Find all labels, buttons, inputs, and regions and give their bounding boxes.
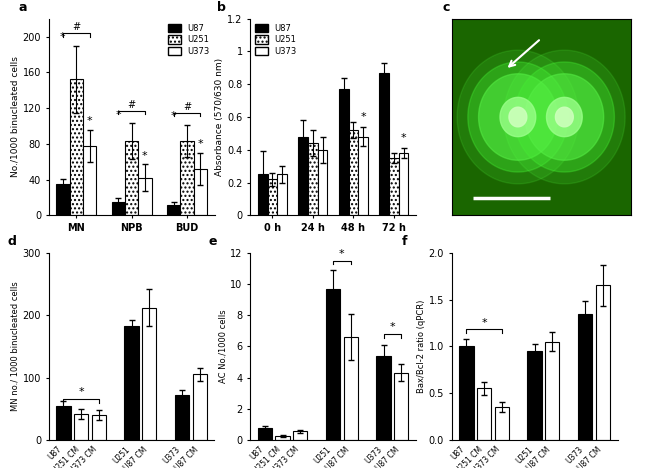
Bar <box>258 174 268 215</box>
Bar <box>358 137 368 215</box>
Bar <box>495 407 509 440</box>
Text: #: # <box>127 100 136 110</box>
Text: c: c <box>443 1 450 14</box>
Bar <box>192 374 207 440</box>
Text: b: b <box>217 1 226 14</box>
Polygon shape <box>547 97 582 137</box>
Bar <box>268 179 278 215</box>
Legend: U87, U251, U373: U87, U251, U373 <box>164 21 213 59</box>
Y-axis label: AC No./1000 cells: AC No./1000 cells <box>218 309 227 383</box>
Bar <box>398 153 408 215</box>
Bar <box>477 388 491 440</box>
Text: *: * <box>401 133 406 143</box>
Bar <box>124 326 139 440</box>
Bar <box>276 436 290 440</box>
Text: *: * <box>360 112 366 122</box>
Polygon shape <box>509 107 527 127</box>
Bar <box>527 351 542 440</box>
Text: f: f <box>402 235 408 248</box>
Y-axis label: MN no./ 1000 binucleated cells: MN no./ 1000 binucleated cells <box>11 281 20 411</box>
Polygon shape <box>500 97 536 137</box>
Text: #: # <box>183 102 191 112</box>
Bar <box>389 158 398 215</box>
Polygon shape <box>468 62 568 172</box>
Text: e: e <box>209 235 217 248</box>
Bar <box>138 178 151 215</box>
Bar <box>578 314 592 440</box>
Bar <box>92 415 106 440</box>
Text: *: * <box>116 110 121 120</box>
Bar <box>83 146 96 215</box>
Bar <box>74 414 88 440</box>
Bar <box>57 184 70 215</box>
Text: #: # <box>72 22 81 32</box>
Polygon shape <box>525 74 604 160</box>
Text: d: d <box>7 235 16 248</box>
Text: *: * <box>339 249 344 259</box>
Bar <box>142 307 157 440</box>
Bar <box>125 141 138 215</box>
Polygon shape <box>556 107 573 127</box>
Text: *: * <box>86 116 92 126</box>
Bar <box>175 395 189 440</box>
Bar <box>545 342 560 440</box>
Bar <box>394 373 408 440</box>
Polygon shape <box>504 50 625 184</box>
Y-axis label: Absorbance (570/630 nm): Absorbance (570/630 nm) <box>215 58 224 176</box>
Bar <box>298 137 308 215</box>
Bar <box>258 428 272 440</box>
Bar <box>595 285 610 440</box>
Text: *: * <box>198 139 203 149</box>
Y-axis label: Bax/Bcl-2 ratio (qPCR): Bax/Bcl-2 ratio (qPCR) <box>417 300 426 393</box>
Bar <box>326 289 341 440</box>
Polygon shape <box>514 62 614 172</box>
Bar <box>318 150 328 215</box>
Bar <box>57 406 71 440</box>
Text: *: * <box>171 111 177 122</box>
Bar <box>348 130 358 215</box>
Y-axis label: No./1000 binucleated cells: No./1000 binucleated cells <box>11 57 20 177</box>
Polygon shape <box>457 50 578 184</box>
Text: *: * <box>78 388 84 397</box>
Bar <box>278 174 287 215</box>
Bar <box>460 346 474 440</box>
Bar <box>167 205 180 215</box>
Bar <box>293 431 307 440</box>
Bar <box>376 356 391 440</box>
Text: *: * <box>142 151 148 161</box>
Text: *: * <box>481 318 487 328</box>
Text: *: * <box>382 138 387 148</box>
Bar <box>180 141 194 215</box>
Bar <box>194 169 207 215</box>
Bar <box>339 89 348 215</box>
Bar <box>70 80 83 215</box>
Bar <box>344 337 358 440</box>
Text: *: * <box>341 107 346 117</box>
Bar <box>308 143 318 215</box>
Bar <box>380 73 389 215</box>
Legend: U87, U251, U373: U87, U251, U373 <box>252 21 300 59</box>
Text: *: * <box>60 32 66 42</box>
Bar <box>112 202 125 215</box>
Polygon shape <box>478 74 557 160</box>
Text: *: * <box>389 322 395 332</box>
Text: a: a <box>19 1 27 14</box>
